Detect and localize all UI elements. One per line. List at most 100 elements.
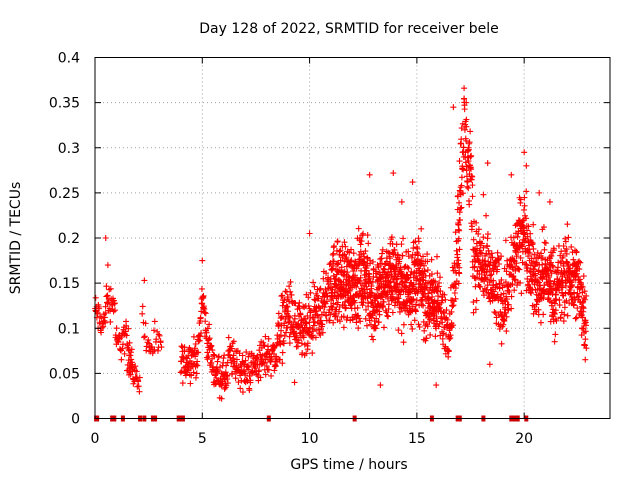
data-point <box>459 190 466 197</box>
data-point <box>400 235 407 242</box>
data-point <box>260 342 267 349</box>
data-point <box>107 285 114 292</box>
data-point <box>426 300 433 307</box>
data-point <box>192 340 199 347</box>
data-point <box>132 363 139 370</box>
data-point <box>387 260 394 267</box>
data-point <box>118 334 125 341</box>
data-point <box>418 225 425 232</box>
data-point <box>113 325 120 332</box>
data-point <box>574 305 581 312</box>
data-point <box>471 263 478 270</box>
data-point <box>384 312 391 319</box>
data-point <box>581 288 588 295</box>
data-point <box>408 254 415 261</box>
data-point <box>409 325 416 332</box>
data-point <box>396 308 403 315</box>
data-point <box>336 248 343 255</box>
data-point <box>119 345 126 352</box>
data-point <box>376 311 383 318</box>
data-point <box>576 266 583 273</box>
data-point <box>452 281 459 288</box>
x-tick-label: 20 <box>515 431 533 447</box>
data-point <box>198 308 205 315</box>
data-point <box>436 304 443 311</box>
data-point <box>256 367 263 374</box>
data-point <box>311 322 318 329</box>
data-point <box>399 252 406 259</box>
data-point <box>472 275 479 282</box>
data-point-peak <box>480 191 487 198</box>
data-point <box>547 283 554 290</box>
data-point <box>408 321 415 328</box>
data-point <box>281 297 288 304</box>
data-point <box>511 276 518 283</box>
data-point <box>145 336 152 343</box>
data-point <box>578 283 585 290</box>
data-point <box>379 246 386 253</box>
data-point <box>514 233 521 240</box>
data-point <box>457 217 464 224</box>
data-point-trough <box>377 382 384 389</box>
data-point <box>579 314 586 321</box>
data-point <box>582 328 589 335</box>
data-point <box>475 230 482 237</box>
data-point <box>513 253 520 260</box>
data-point <box>416 324 423 331</box>
data-point <box>104 292 111 299</box>
data-point <box>294 343 301 350</box>
data-point <box>191 345 198 352</box>
data-point <box>546 282 553 289</box>
data-point <box>384 274 391 281</box>
data-point <box>341 239 348 246</box>
data-point <box>564 312 571 319</box>
data-point <box>276 356 283 363</box>
data-point <box>519 217 526 224</box>
data-point <box>298 340 305 347</box>
data-point <box>528 290 535 297</box>
data-point <box>343 254 350 261</box>
data-point <box>541 246 548 253</box>
data-point <box>329 251 336 258</box>
data-point <box>355 225 362 232</box>
data-point <box>385 313 392 320</box>
data-point <box>360 230 367 237</box>
data-point <box>570 302 577 309</box>
data-point <box>337 257 344 264</box>
data-point <box>551 311 558 318</box>
data-point <box>468 152 475 159</box>
data-point <box>267 359 274 366</box>
data-point <box>192 374 199 381</box>
data-point <box>442 316 449 323</box>
data-point <box>502 279 509 286</box>
data-point <box>342 304 349 311</box>
data-point <box>357 241 364 248</box>
data-point <box>302 319 309 326</box>
data-point <box>389 309 396 316</box>
data-point <box>420 302 427 309</box>
chart-title: Day 128 of 2022, SRMTID for receiver bel… <box>199 21 498 37</box>
data-point <box>301 304 308 311</box>
data-point <box>458 125 465 132</box>
data-point <box>548 259 555 266</box>
data-point-peak <box>398 198 405 205</box>
data-point <box>235 379 242 386</box>
data-point <box>307 289 314 296</box>
data-point <box>127 352 134 359</box>
data-point <box>421 327 428 334</box>
data-point <box>365 240 372 247</box>
data-point <box>553 317 560 324</box>
data-point <box>105 299 112 306</box>
data-point <box>107 318 114 325</box>
data-point <box>560 243 567 250</box>
data-point <box>537 319 544 326</box>
data-point <box>336 318 343 325</box>
data-point <box>221 385 228 392</box>
data-point <box>572 315 579 322</box>
data-point <box>326 261 333 268</box>
data-point <box>560 318 567 325</box>
data-point <box>157 338 164 345</box>
data-point <box>557 315 564 322</box>
data-point <box>348 257 355 264</box>
data-point <box>151 318 158 325</box>
